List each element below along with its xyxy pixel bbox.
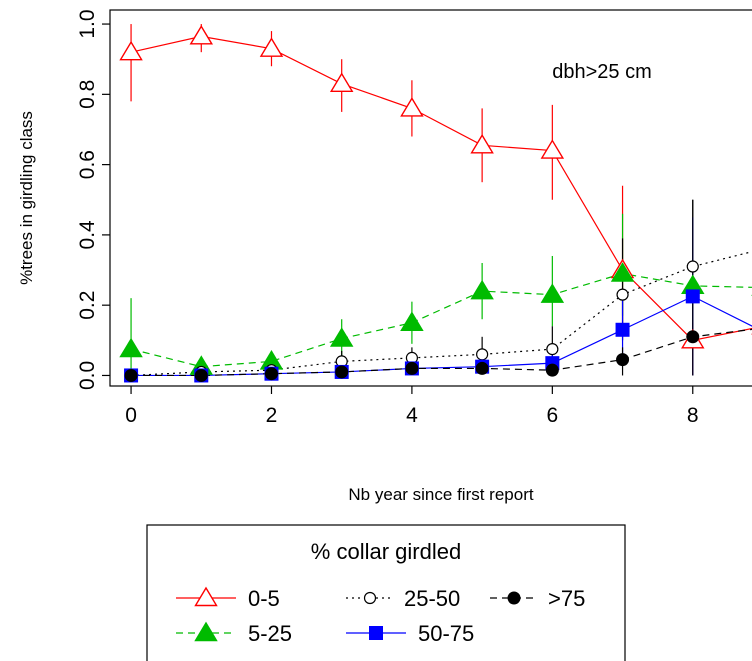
y-tick-label: 0.6 xyxy=(76,150,99,179)
data-point--75 xyxy=(687,331,699,343)
data-point-0-5 xyxy=(191,26,212,44)
data-point-5-25 xyxy=(542,285,563,303)
data-point--75 xyxy=(336,366,348,378)
data-point-25-50 xyxy=(687,261,698,272)
data-point--75 xyxy=(195,369,207,381)
error-bars xyxy=(131,24,752,375)
legend-label-5-25: 5-25 xyxy=(248,621,292,646)
legend-label-50-75: 50-75 xyxy=(418,621,474,646)
y-axis-title: %trees in girdling class xyxy=(17,111,36,285)
data-point--75 xyxy=(617,354,629,366)
data-point-0-5 xyxy=(331,74,352,92)
y-tick-label: 1.0 xyxy=(76,9,99,38)
series-lines xyxy=(131,36,752,375)
legend-label-25-50: 25-50 xyxy=(404,586,460,611)
data-point-25-50 xyxy=(617,289,628,300)
data-point-25-50 xyxy=(547,344,558,355)
data-point-0-5 xyxy=(472,135,493,153)
x-axis: 0 2 4 6 8 xyxy=(125,386,698,427)
x-tick-label: 8 xyxy=(687,404,699,427)
plot-frame xyxy=(110,10,752,386)
data-point-50-75 xyxy=(616,323,629,336)
series-line--75 xyxy=(131,328,752,375)
y-tick-label: 0.8 xyxy=(76,80,99,109)
y-tick-label: 0.4 xyxy=(76,220,99,250)
y-tick-label: 0.0 xyxy=(76,361,99,390)
data-point--75 xyxy=(476,362,488,374)
data-point-50-75 xyxy=(686,290,699,303)
legend-label--75: >75 xyxy=(548,586,585,611)
x-tick-label: 4 xyxy=(406,404,418,427)
x-axis-title: Nb year since first report xyxy=(348,485,533,504)
data-point--75 xyxy=(125,369,137,381)
x-tick-label: 2 xyxy=(266,404,278,427)
legend-label-0-5: 0-5 xyxy=(248,586,280,611)
data-point-5-25 xyxy=(401,313,422,331)
data-point--75 xyxy=(265,368,277,380)
data-point-0-5 xyxy=(401,98,422,116)
data-point--75 xyxy=(546,364,558,376)
data-point-25-50 xyxy=(477,349,488,360)
legend-marker-50-75 xyxy=(370,627,383,640)
legend-marker-25-50 xyxy=(365,593,376,604)
x-tick-label: 6 xyxy=(546,404,558,427)
chart-annotation: dbh>25 cm xyxy=(552,61,652,83)
series-line-0-5 xyxy=(131,36,752,340)
series-line-5-25 xyxy=(131,274,752,367)
legend: % collar girdled 0-5 5-25 25-50 50-75 >75 xyxy=(147,525,625,661)
legend-title: % collar girdled xyxy=(311,539,461,564)
data-point-5-25 xyxy=(331,329,352,347)
data-point-5-25 xyxy=(472,281,493,299)
series-line-50-75 xyxy=(131,296,752,375)
data-point--75 xyxy=(406,362,418,374)
legend-marker--75 xyxy=(508,592,520,604)
series-markers xyxy=(121,26,752,382)
x-tick-label: 0 xyxy=(125,404,137,427)
y-tick-label: 0.2 xyxy=(76,291,99,320)
data-point-0-5 xyxy=(542,141,563,159)
y-axis: 0.0 0.2 0.4 0.6 0.8 1.0 xyxy=(76,9,110,390)
data-point-5-25 xyxy=(121,339,142,357)
